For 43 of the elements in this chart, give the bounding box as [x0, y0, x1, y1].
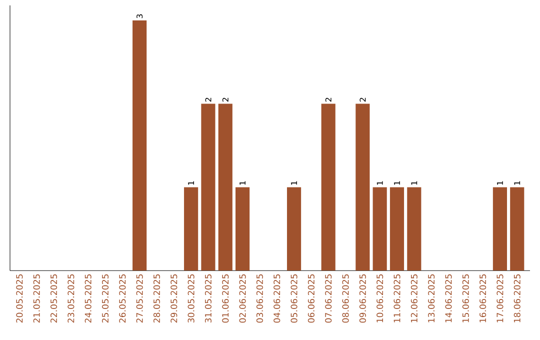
x-tick-label: 24.05.2025: [84, 274, 92, 323]
data-label: 2: [360, 98, 366, 102]
data-label: 2: [325, 98, 332, 102]
x-tick-label: 14.06.2025: [445, 274, 452, 322]
data-label: 3: [136, 14, 143, 18]
x-tick-label: 22.05.2025: [50, 274, 58, 323]
data-label: 1: [394, 181, 400, 185]
x-tick-label: 11.06.2025: [394, 274, 400, 322]
x-tick-label: 06.06.2025: [308, 274, 314, 323]
x-tick-label: 30.05.2025: [188, 274, 194, 323]
x-tick-label: 29.05.2025: [170, 274, 178, 323]
x-tick-label: 16.06.2025: [480, 274, 486, 322]
data-label: 1: [240, 181, 246, 185]
x-tick-label: 03.06.2025: [256, 274, 263, 323]
data-label: 1: [291, 181, 297, 185]
x-tick-label: 28.05.2025: [153, 274, 160, 323]
x-tick-label: 18.06.2025: [514, 274, 520, 322]
x-tick-label: 04.06.2025: [274, 274, 280, 323]
data-label: 2: [222, 98, 228, 102]
data-label: 1: [514, 181, 520, 185]
x-tick-label: 15.06.2025: [462, 274, 469, 322]
x-tick-label: 25.05.2025: [102, 274, 109, 323]
x-tick-label: 08.06.2025: [342, 274, 349, 323]
data-label: 1: [188, 181, 194, 185]
data-label: 2: [205, 98, 212, 102]
data-label: 1: [497, 181, 503, 185]
x-tick-label: 02.06.2025: [239, 274, 246, 323]
x-tick-label: 27.05.2025: [136, 274, 143, 323]
x-tick-label: 26.05.2025: [119, 274, 126, 323]
x-tick-label: 09.06.2025: [359, 274, 366, 323]
x-tick-label: 21.05.2025: [33, 274, 40, 323]
x-tick-label: 05.06.2025: [290, 274, 298, 323]
x-tick-label: 17.06.2025: [496, 274, 504, 322]
x-tick-label: 12.06.2025: [410, 274, 418, 322]
x-tick-label: 20.05.2025: [16, 274, 23, 323]
x-tick-label: 13.06.2025: [428, 274, 435, 322]
x-tick-label: 10.06.2025: [376, 274, 384, 322]
data-label: 1: [376, 181, 383, 185]
x-tick-label: 07.06.2025: [325, 274, 332, 323]
data-label: 1: [411, 181, 418, 185]
x-tick-label: 31.05.2025: [204, 274, 212, 323]
x-tick-label: 23.05.2025: [68, 274, 74, 323]
x-tick-label: 01.06.2025: [222, 274, 229, 323]
